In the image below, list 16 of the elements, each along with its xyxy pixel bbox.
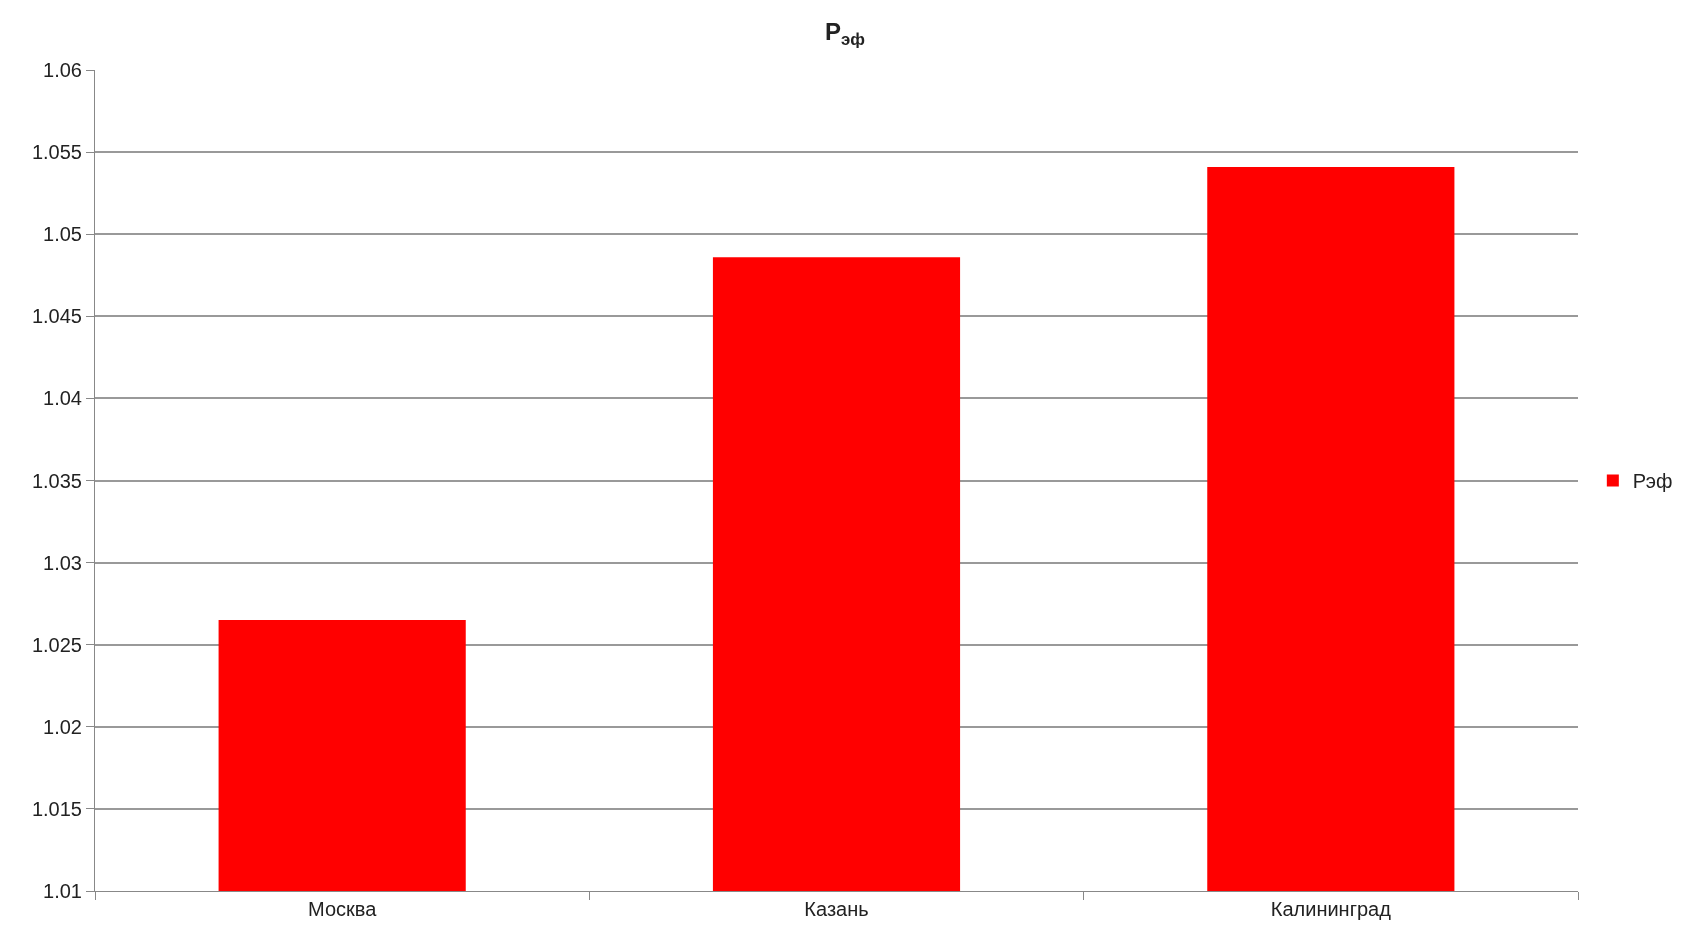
y-tick-label: 1.055 <box>31 141 82 164</box>
y-tick-label: 1.025 <box>31 633 82 656</box>
y-tick-label: 1.04 <box>43 387 82 410</box>
y-tick-label: 1.015 <box>31 797 82 820</box>
y-tick-label: 1.035 <box>31 469 82 492</box>
x-tick-label: Казань <box>804 898 869 920</box>
x-tick-label: Москва <box>308 898 378 920</box>
y-tick-label: 1.01 <box>43 880 82 902</box>
legend-label: Рэф <box>1632 470 1673 493</box>
y-tick-label: 1.03 <box>43 551 82 574</box>
x-tick-label: Калининград <box>1270 898 1392 920</box>
y-tick-label: 1.05 <box>43 223 82 246</box>
y-tick-label: 1.02 <box>43 715 82 738</box>
y-tick-label: 1.045 <box>31 305 82 328</box>
y-tick-label: 1.06 <box>43 59 82 81</box>
chart-title: Р$_{эф}$ <box>825 18 865 50</box>
